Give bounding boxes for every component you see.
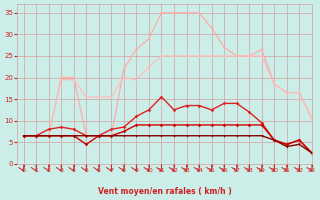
X-axis label: Vent moyen/en rafales ( km/h ): Vent moyen/en rafales ( km/h ) xyxy=(98,187,231,196)
